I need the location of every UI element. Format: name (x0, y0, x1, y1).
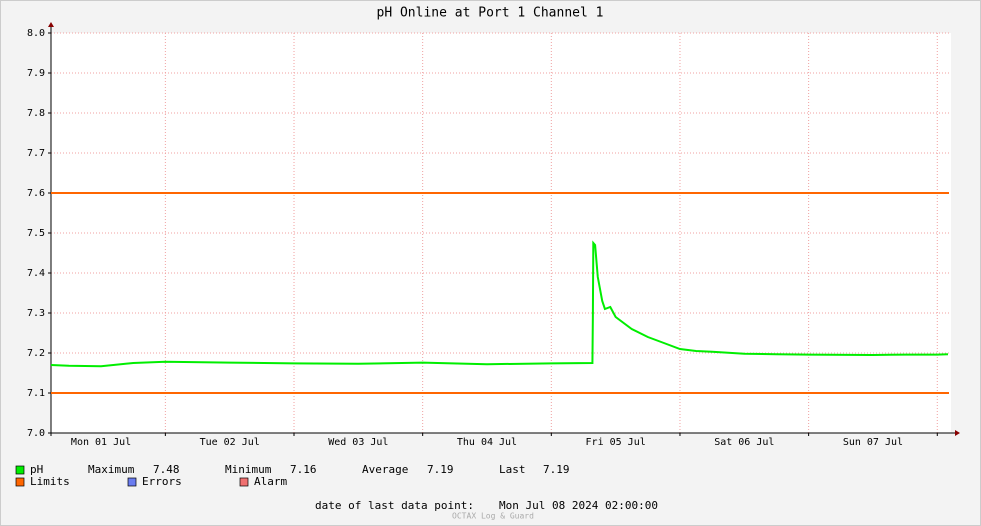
legend-label: Limits (30, 475, 70, 488)
legend-swatch (15, 477, 25, 487)
legend-swatch (15, 465, 25, 475)
footer-value: Mon Jul 08 2024 02:00:00 (499, 499, 658, 512)
legend-swatch (127, 477, 137, 487)
x-tick-label: Wed 03 Jul (328, 437, 388, 448)
y-tick-label: 7.8 (27, 108, 45, 119)
footer-label: date of last data point: (315, 499, 474, 512)
stat-label: Minimum (225, 463, 272, 476)
x-tick-label: Mon 01 Jul (71, 437, 131, 448)
data-line (50, 240, 949, 368)
x-tick-label: Thu 04 Jul (457, 437, 517, 448)
stat-label: Maximum (88, 463, 135, 476)
axis-arrow (48, 22, 54, 27)
x-tick-label: Sat 06 Jul (714, 437, 774, 448)
x-tick-label: Tue 02 Jul (200, 437, 260, 448)
stat-value: 7.16 (290, 463, 317, 476)
stat-label: Average (362, 463, 408, 476)
chart-title: pH Online at Port 1 Channel 1 (377, 6, 604, 21)
y-tick-label: 7.4 (27, 268, 45, 279)
stat-value: 7.48 (153, 463, 180, 476)
y-tick-label: 7.3 (27, 308, 45, 319)
x-tick-label: Sun 07 Jul (843, 437, 903, 448)
y-tick-label: 8.0 (27, 28, 45, 39)
y-tick-label: 7.9 (27, 68, 45, 79)
x-tick-label: Fri 05 Jul (586, 437, 646, 448)
y-tick-label: 7.1 (27, 388, 45, 399)
axis-arrow (955, 430, 960, 436)
legend-label: Alarm (254, 475, 287, 488)
y-tick-label: 7.6 (27, 188, 45, 199)
stat-label: Last (499, 463, 526, 476)
legend-label: pH (30, 463, 43, 476)
watermark: OCTAX Log & Guard (452, 512, 534, 521)
stat-value: 7.19 (543, 463, 570, 476)
legend-swatch (239, 477, 249, 487)
y-tick-label: 7.5 (27, 228, 45, 239)
y-tick-label: 7.2 (27, 348, 45, 359)
stat-value: 7.19 (427, 463, 454, 476)
y-tick-label: 7.0 (27, 428, 45, 439)
y-tick-label: 7.7 (27, 148, 45, 159)
legend-label: Errors (142, 475, 182, 488)
